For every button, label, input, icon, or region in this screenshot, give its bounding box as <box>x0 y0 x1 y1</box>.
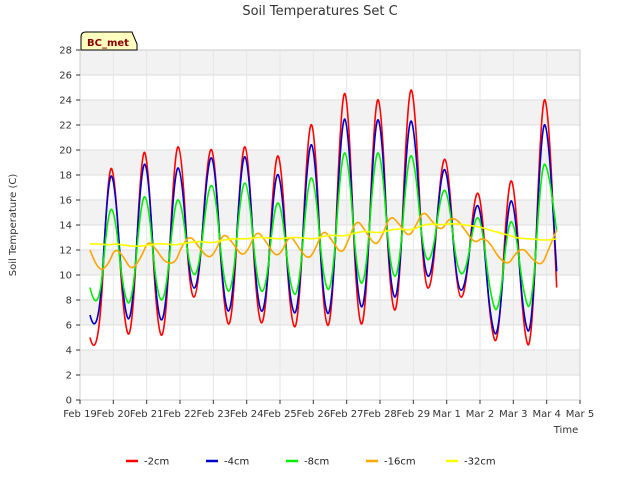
x-axis-ticks: Feb 19 Feb 20 Feb 21 Feb 22 Feb 23 Feb 24 Feb … <box>63 400 594 420</box>
y-tick-label: 16 <box>59 196 72 207</box>
y-tick-label: 22 <box>59 121 72 132</box>
y-tick-label: 28 <box>59 46 72 57</box>
legend: -2cm -4cm -8cm -16cm -32cm <box>126 457 496 468</box>
y-tick-label: 12 <box>59 246 72 257</box>
y-tick-label: 4 <box>66 346 72 357</box>
y-tick-label: 6 <box>66 321 72 332</box>
legend-label: -4cm <box>224 457 249 468</box>
station-badge: BC_met <box>80 31 138 51</box>
background-band <box>80 175 580 200</box>
x-tick-label: Feb 22 <box>163 409 197 420</box>
chart-title: Soil Temperatures Set C <box>242 4 397 19</box>
background-band <box>80 50 580 75</box>
x-tick-label: Mar 1 <box>432 409 460 420</box>
background-band <box>80 100 580 125</box>
background-band <box>80 200 580 225</box>
x-tick-label: Mar 4 <box>532 409 560 420</box>
badge-label: BC_met <box>87 38 129 49</box>
y-tick-label: 14 <box>59 221 72 232</box>
x-tick-label: Feb 26 <box>297 409 331 420</box>
y-tick-label: 2 <box>66 371 72 382</box>
x-tick-label: Feb 21 <box>130 409 164 420</box>
y-tick-label: 24 <box>59 96 72 107</box>
x-tick-label: Mar 3 <box>499 409 527 420</box>
x-tick-label: Feb 29 <box>397 409 431 420</box>
background-band <box>80 325 580 350</box>
legend-label: -16cm <box>384 457 416 468</box>
y-tick-label: 20 <box>59 146 72 157</box>
x-axis-title: Time <box>553 425 578 436</box>
y-tick-label: 8 <box>66 296 72 307</box>
x-tick-label: Feb 27 <box>330 409 364 420</box>
background-band <box>80 375 580 400</box>
series-lines <box>89 89 558 346</box>
x-tick-label: Mar 5 <box>566 409 594 420</box>
background-band <box>80 75 580 100</box>
y-tick-label: 26 <box>59 71 72 82</box>
legend-label: -32cm <box>464 457 496 468</box>
y-tick-label: 18 <box>59 171 72 182</box>
series-line-minus-16cm <box>89 212 558 271</box>
legend-label: -8cm <box>304 457 329 468</box>
legend-label: -2cm <box>144 457 169 468</box>
y-axis-title: Soil Temperature (C) <box>8 174 19 277</box>
background-band <box>80 350 580 375</box>
x-tick-label: Feb 25 <box>263 409 297 420</box>
background-band <box>80 150 580 175</box>
x-tick-label: Feb 20 <box>97 409 131 420</box>
x-tick-label: Feb 23 <box>197 409 231 420</box>
x-tick-label: Feb 28 <box>363 409 397 420</box>
x-tick-label: Feb 24 <box>230 409 264 420</box>
x-tick-label: Feb 19 <box>63 409 97 420</box>
badge-shape <box>80 31 138 51</box>
series-line-minus-32cm <box>89 223 557 247</box>
y-tick-label: 10 <box>59 271 72 282</box>
y-tick-label: 0 <box>66 396 72 407</box>
background-band <box>80 125 580 150</box>
x-tick-label: Mar 2 <box>466 409 494 420</box>
series-line-minus-8cm <box>89 152 558 311</box>
